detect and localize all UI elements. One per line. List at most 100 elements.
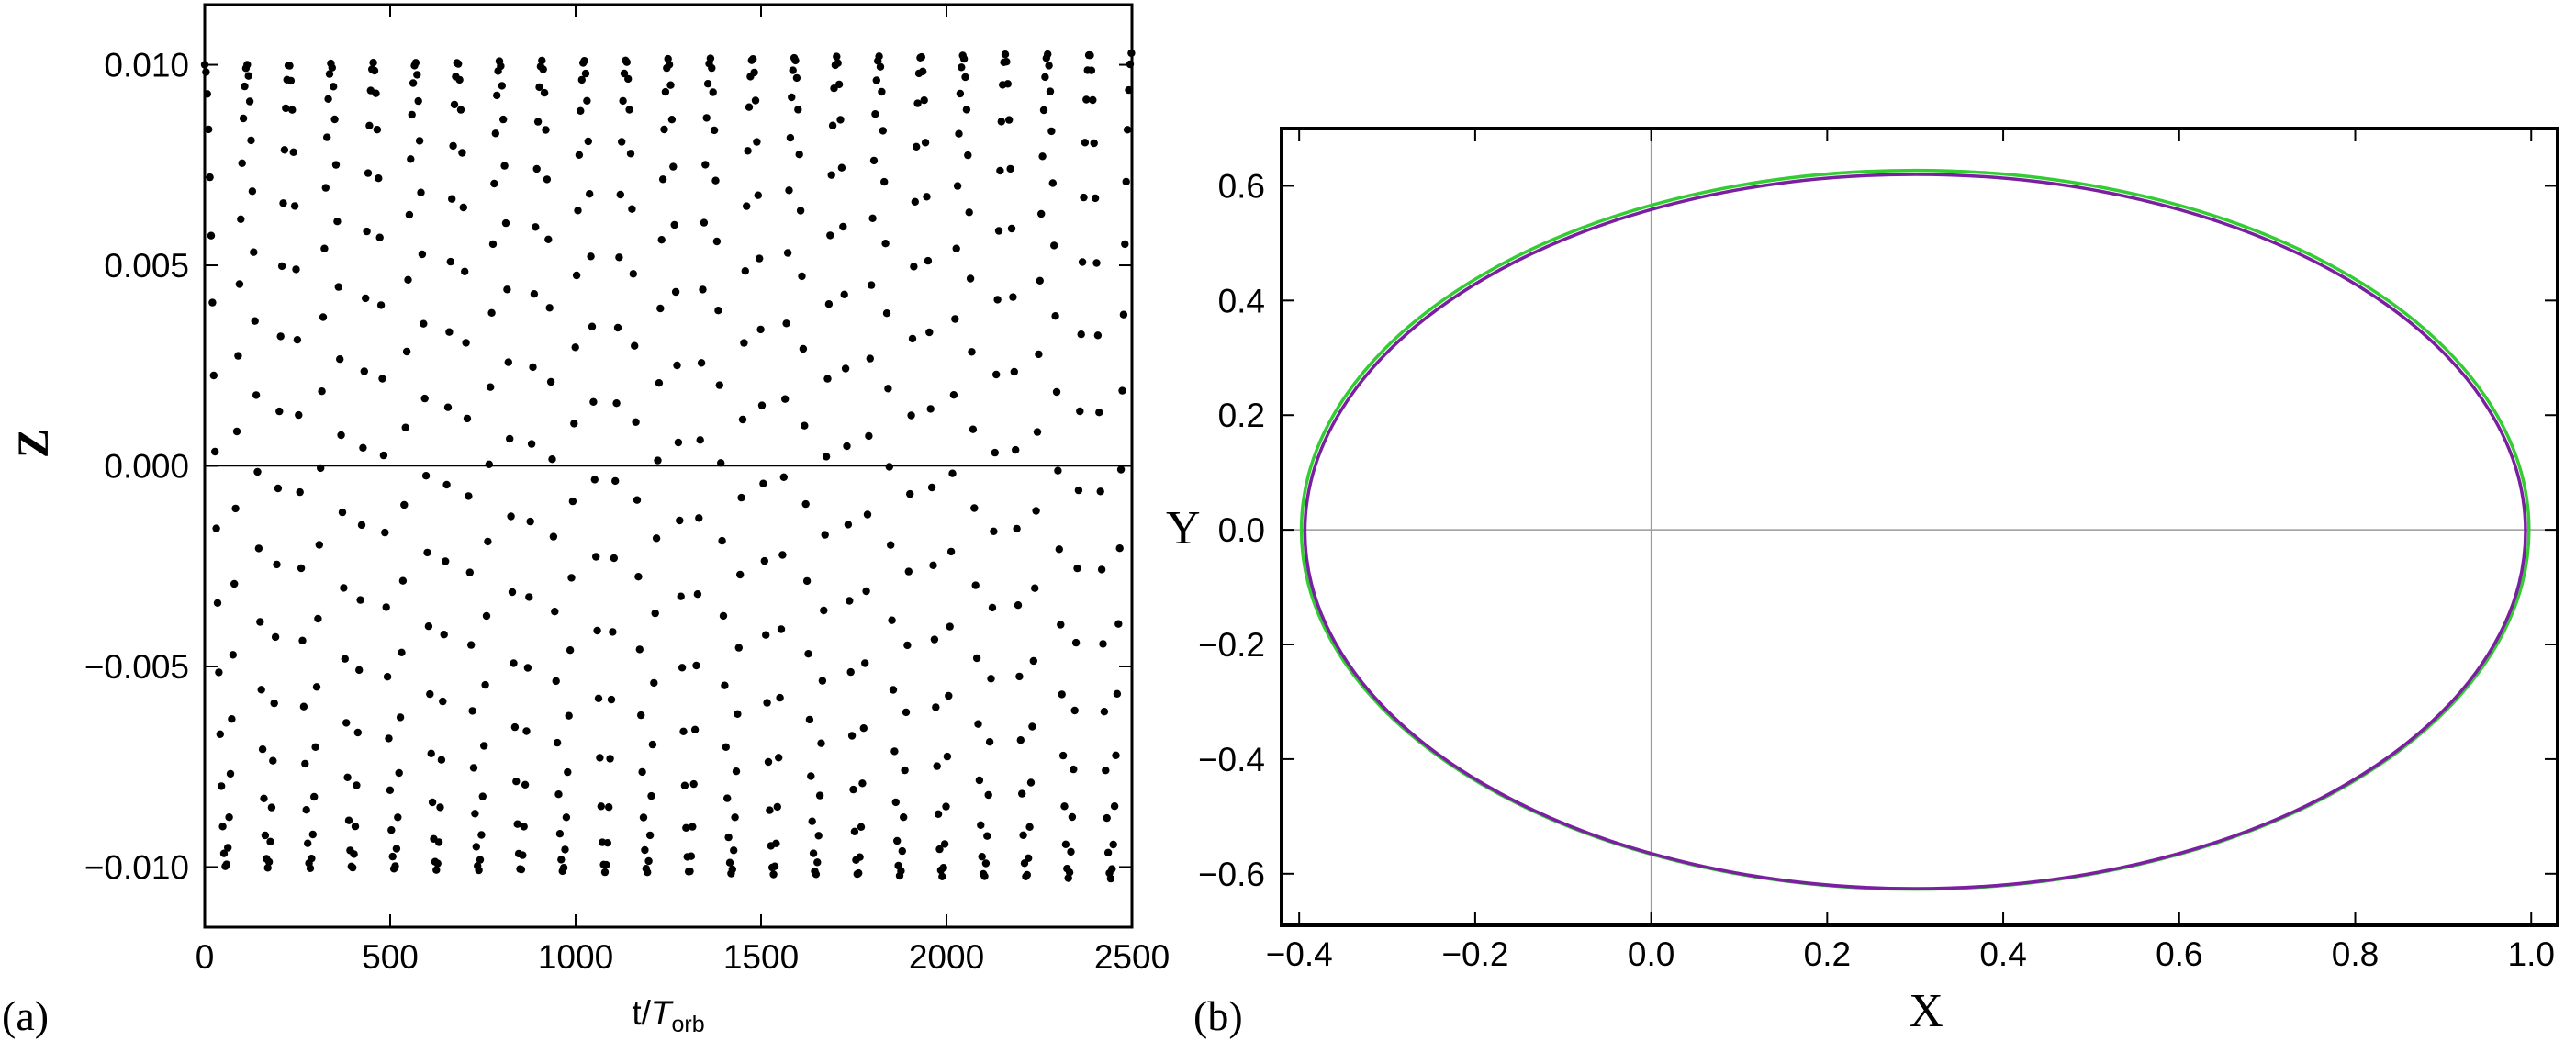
data-point — [949, 391, 958, 399]
data-point — [846, 667, 855, 677]
data-point — [1112, 751, 1120, 759]
data-point — [1070, 706, 1079, 715]
data-point — [893, 836, 902, 845]
data-point — [353, 728, 362, 737]
data-point — [448, 195, 456, 203]
data-point — [337, 431, 345, 440]
data-point — [926, 405, 935, 413]
panel-a-y-axis-label: Z — [9, 429, 58, 458]
data-point — [639, 813, 648, 822]
data-point — [1068, 812, 1077, 822]
data-point — [296, 487, 304, 497]
data-point — [1097, 565, 1106, 574]
data-point — [229, 651, 237, 659]
data-point — [312, 683, 321, 691]
data-point — [241, 82, 249, 91]
data-point — [1110, 802, 1119, 811]
data-point — [588, 322, 597, 330]
x-tick-label: −0.2 — [1441, 935, 1508, 973]
data-point — [355, 666, 364, 675]
data-point — [946, 622, 954, 631]
data-point — [1096, 487, 1104, 496]
data-point — [575, 151, 584, 159]
data-point — [442, 557, 450, 565]
data-point — [984, 790, 992, 800]
data-point — [781, 395, 790, 403]
data-point — [1065, 868, 1074, 877]
data-point — [655, 379, 664, 387]
data-point — [789, 66, 797, 74]
data-point — [846, 597, 854, 605]
data-point — [480, 742, 488, 750]
data-point — [1092, 259, 1101, 267]
data-point — [1093, 331, 1103, 340]
data-point — [971, 581, 980, 589]
data-point — [402, 347, 411, 356]
data-point — [548, 455, 556, 464]
data-point — [805, 715, 814, 724]
data-point — [440, 631, 448, 639]
data-point — [953, 182, 962, 190]
data-point — [977, 821, 985, 829]
data-point — [298, 636, 307, 644]
data-point — [673, 361, 681, 370]
data-point — [1090, 139, 1098, 148]
data-point — [777, 625, 786, 633]
data-point — [273, 560, 281, 569]
panel-a-x-axis-label-main: t/ — [632, 994, 651, 1032]
data-point — [504, 358, 512, 366]
data-point — [230, 579, 239, 588]
data-point — [461, 267, 469, 275]
data-point — [286, 62, 294, 70]
data-point — [251, 317, 259, 325]
data-point — [432, 866, 441, 874]
data-point — [467, 641, 476, 649]
data-point — [1050, 241, 1058, 250]
data-point — [865, 431, 873, 441]
data-point — [1052, 387, 1061, 397]
data-point — [773, 802, 781, 812]
data-point — [488, 240, 498, 249]
data-point — [850, 827, 859, 835]
data-point — [1058, 690, 1066, 699]
data-point — [293, 336, 302, 344]
data-point — [993, 296, 1002, 304]
data-point — [396, 713, 405, 722]
data-point — [1119, 310, 1128, 319]
data-point — [661, 87, 670, 96]
data-point — [592, 553, 600, 561]
data-point — [975, 776, 984, 785]
data-point — [279, 199, 287, 207]
panel-b-x-ticks: −0.4 −0.2 0.0 0.2 0.4 0.6 0.8 1.0 — [1266, 129, 2555, 973]
data-point — [471, 810, 479, 818]
y-tick-label: 0.2 — [1218, 397, 1265, 434]
data-point — [868, 214, 877, 222]
data-point — [1032, 507, 1040, 515]
data-point — [695, 514, 703, 522]
data-point — [964, 151, 972, 160]
data-point — [481, 680, 489, 689]
data-point — [519, 851, 527, 859]
data-point — [921, 139, 930, 147]
data-point — [552, 677, 560, 686]
data-point — [717, 459, 725, 467]
data-point — [527, 440, 536, 448]
data-point — [1125, 85, 1133, 95]
data-point — [271, 632, 280, 642]
data-point — [554, 790, 563, 799]
data-point — [583, 96, 591, 106]
data-point — [1078, 258, 1087, 266]
data-point — [234, 352, 242, 360]
data-point — [286, 76, 296, 85]
data-point — [890, 747, 899, 756]
data-point — [564, 767, 572, 777]
data-point — [929, 561, 937, 569]
data-point — [930, 635, 939, 644]
data-point — [671, 287, 680, 297]
data-point — [503, 285, 511, 294]
data-point — [572, 271, 581, 280]
data-point — [939, 864, 947, 872]
data-point — [903, 641, 912, 650]
data-point — [321, 184, 330, 192]
data-point — [260, 794, 268, 802]
